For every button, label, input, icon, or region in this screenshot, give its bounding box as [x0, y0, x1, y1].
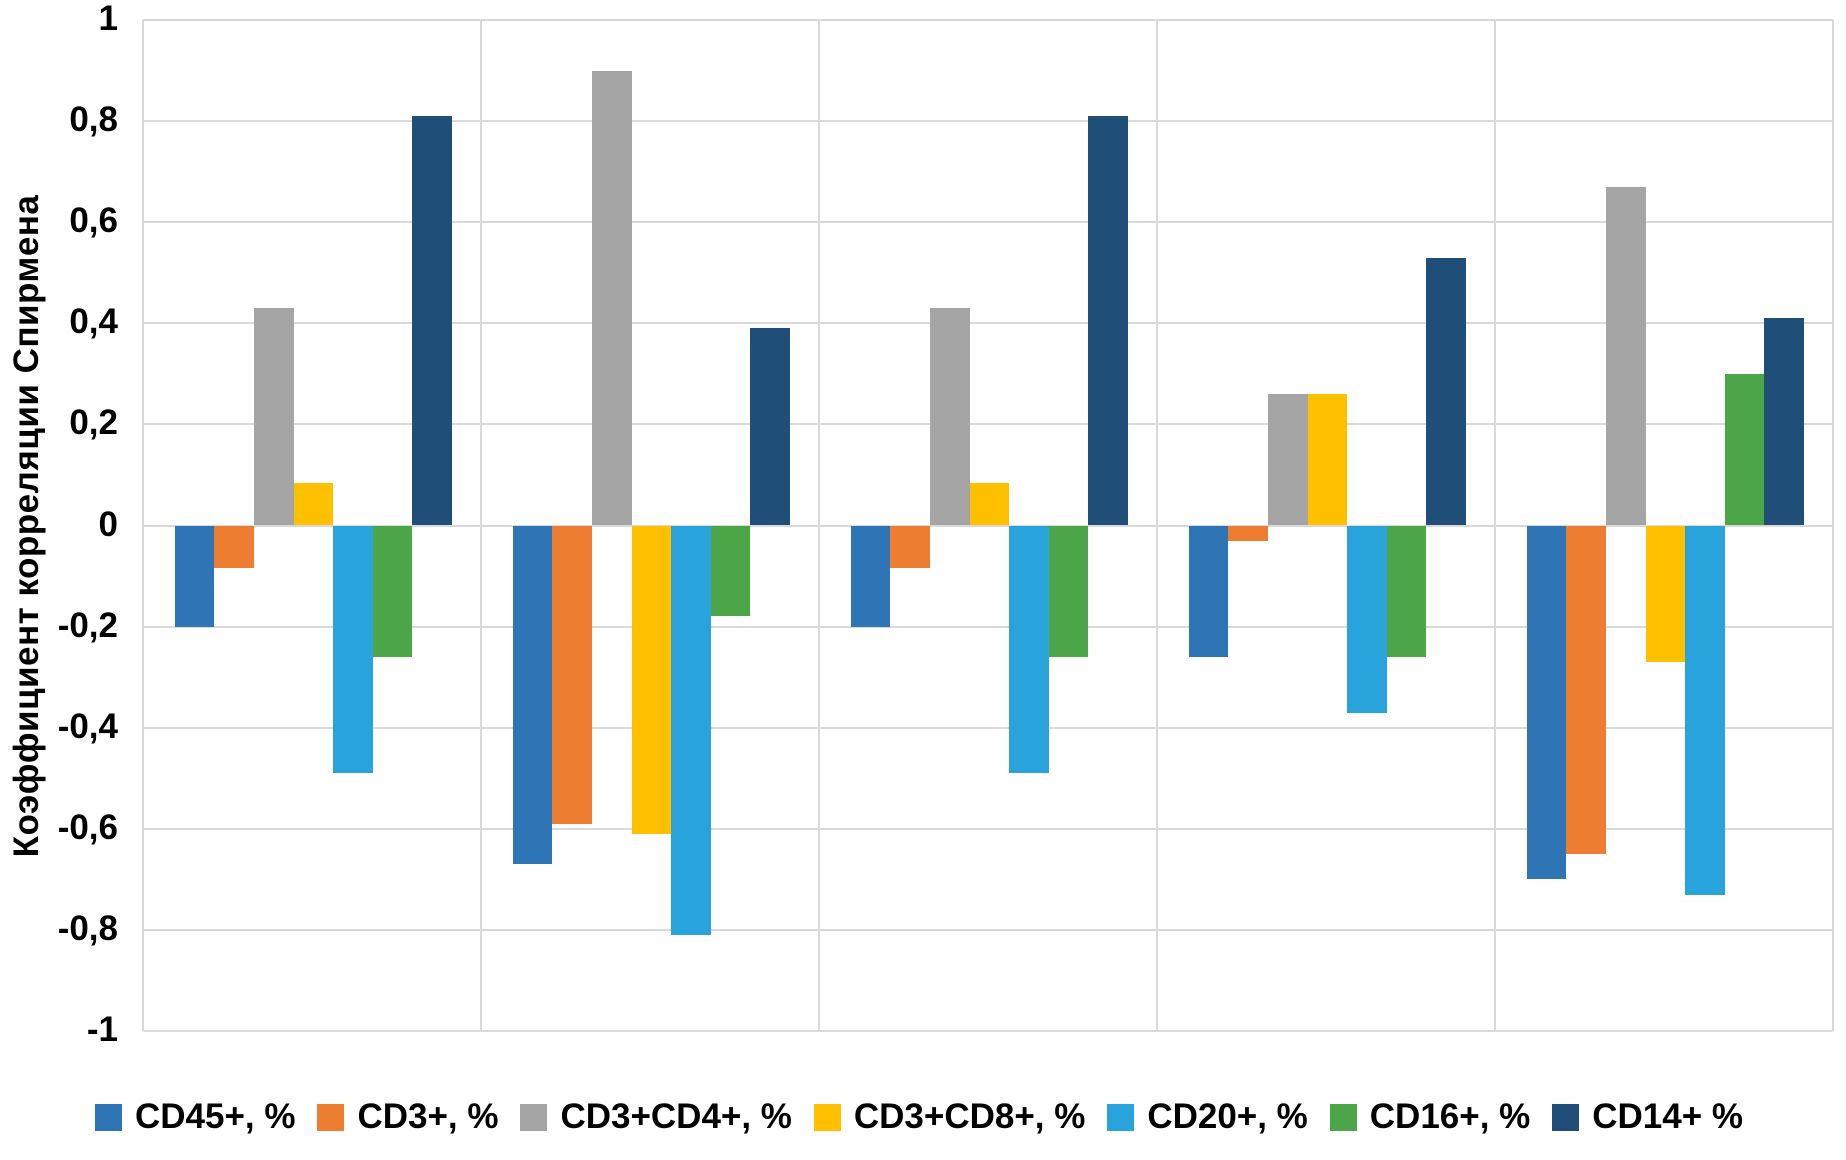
legend-item: CD16+, % — [1329, 1097, 1531, 1137]
bar-cd3cd4 — [1605, 186, 1646, 526]
v-gridline — [818, 20, 820, 1031]
y-axis-tick-labels: 1 0,8 0,6 0,4 0,2 0 -0,2 -0,4 -0,6 -0,8 -1 — [0, 0, 128, 1160]
bar-cd16 — [1724, 373, 1765, 526]
bar-group — [143, 20, 481, 1031]
bar-cd3cd4 — [253, 308, 294, 526]
bar-cd20 — [333, 525, 373, 774]
bar-group — [1157, 20, 1495, 1031]
y-tick-label: -0,6 — [57, 807, 118, 847]
bar-cd3cd4 — [591, 70, 632, 526]
legend-item: CD14+ % — [1552, 1097, 1743, 1137]
v-gridline — [142, 20, 144, 1031]
bar-cd14 — [412, 116, 452, 526]
bar-cd14 — [750, 328, 790, 526]
legend-swatch-icon — [813, 1103, 841, 1131]
bar-cd20 — [1685, 525, 1725, 895]
h-gridline — [143, 221, 1833, 224]
plot-area — [142, 19, 1834, 1032]
bar-cd20 — [1347, 525, 1387, 713]
legend-swatch-icon — [95, 1103, 122, 1131]
legend-label: CD45+, % — [135, 1097, 296, 1136]
v-gridline — [1832, 20, 1834, 1031]
legend-item: CD45+, % — [95, 1097, 296, 1137]
bar-cd16 — [372, 525, 413, 657]
bar-cd3 — [1566, 525, 1606, 855]
bar-cd45 — [850, 525, 891, 627]
bar-cd14 — [1088, 116, 1128, 526]
bar-cd45 — [512, 525, 553, 865]
y-tick-label: -1 — [86, 1010, 118, 1050]
bar-cd3 — [1228, 525, 1268, 541]
y-tick-label: -0,4 — [57, 706, 118, 746]
bar-cd3cd8 — [631, 525, 672, 834]
v-gridline — [1494, 20, 1496, 1031]
legend-label: CD3+CD8+, % — [853, 1097, 1086, 1136]
bar-cd16 — [1048, 525, 1089, 657]
y-tick-label: -0,2 — [57, 605, 118, 645]
bar-cd20 — [1009, 525, 1049, 774]
bar-group — [481, 20, 819, 1031]
h-gridline — [143, 726, 1833, 729]
bar-cd45 — [1526, 525, 1567, 880]
legend-label: CD16+, % — [1369, 1097, 1531, 1136]
legend-swatch-icon — [1107, 1103, 1135, 1131]
bar-cd20 — [671, 525, 711, 935]
y-tick-label: 1 — [98, 0, 118, 39]
v-gridline — [480, 20, 482, 1031]
h-gridline — [143, 120, 1833, 123]
h-gridline — [143, 928, 1833, 931]
legend-label: CD14+ % — [1592, 1097, 1743, 1136]
h-gridline — [143, 625, 1833, 628]
bar-cd45 — [1188, 525, 1229, 657]
legend-label: CD3+, % — [357, 1097, 499, 1136]
bar-cd14 — [1426, 257, 1466, 526]
legend-item: CD3+CD8+, % — [813, 1097, 1086, 1137]
bar-cd3cd8 — [1307, 394, 1348, 526]
legend-item: CD3+CD4+, % — [520, 1097, 792, 1137]
bar-cd14 — [1764, 318, 1804, 526]
y-tick-label: -0,8 — [57, 909, 118, 949]
bar-cd16 — [710, 525, 751, 617]
bar-cd3 — [890, 525, 930, 569]
y-tick-label: 0,6 — [69, 201, 118, 241]
y-tick-label: 0,4 — [69, 302, 118, 342]
bar-cd3cd4 — [1267, 394, 1308, 526]
legend-swatch-icon — [1552, 1103, 1580, 1131]
h-gridline — [143, 322, 1833, 325]
bar-cd3cd8 — [293, 482, 334, 526]
y-tick-label: 0 — [98, 504, 118, 544]
legend: CD45+, % CD3+, % CD3+CD4+, % CD3+CD8+, % CD2… — [95, 1092, 1743, 1142]
bar-cd3cd4 — [929, 308, 970, 526]
legend-item: CD3+, % — [317, 1097, 498, 1137]
bar-cd3 — [552, 525, 592, 824]
y-tick-label: 0,8 — [69, 100, 118, 140]
h-gridline — [143, 423, 1833, 426]
h-gridline — [143, 827, 1833, 830]
bar-group — [1495, 20, 1833, 1031]
bar-cd16 — [1386, 525, 1427, 657]
legend-label: CD3+CD4+, % — [560, 1097, 792, 1136]
legend-item: CD20+, % — [1107, 1097, 1308, 1137]
h-gridline — [143, 1030, 1833, 1032]
bar-cd45 — [174, 525, 215, 627]
bar-cd3cd8 — [1645, 525, 1686, 662]
bar-cd3cd8 — [969, 482, 1010, 526]
y-tick-label: 0,2 — [69, 403, 118, 443]
legend-swatch-icon — [1329, 1103, 1357, 1131]
v-gridline — [1156, 20, 1158, 1031]
legend-label: CD20+, % — [1147, 1097, 1308, 1136]
bar-group — [819, 20, 1157, 1031]
legend-swatch-icon — [520, 1103, 548, 1131]
h-gridline — [143, 524, 1833, 527]
bar-cd3 — [214, 525, 254, 569]
legend-swatch-icon — [317, 1103, 345, 1131]
h-gridline — [143, 19, 1833, 21]
